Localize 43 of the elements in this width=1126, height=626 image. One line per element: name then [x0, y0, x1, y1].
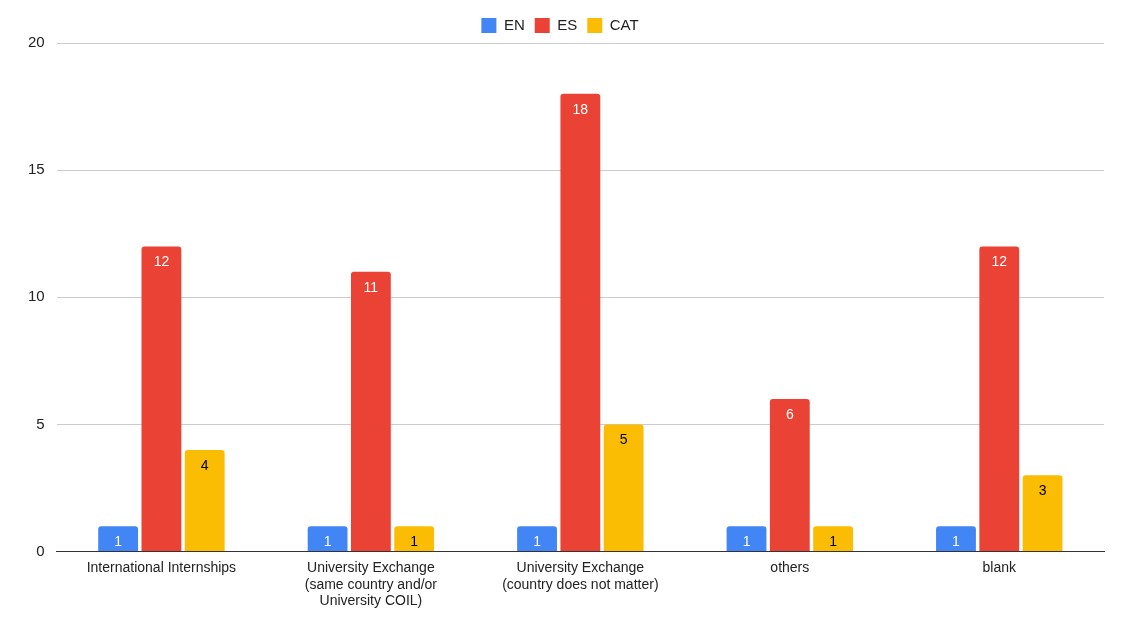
data-label: 6 [785, 405, 794, 422]
x-tick-label: University Exchange (same country and/or University COIL) [304, 558, 438, 609]
bar [307, 526, 348, 552]
bar [350, 271, 391, 552]
data-label: 5 [619, 431, 628, 448]
data-label: 1 [829, 533, 838, 550]
bar [1022, 475, 1063, 552]
y-tick-label: 0 [36, 541, 45, 559]
y-tick-label: 20 [28, 33, 45, 51]
bar [603, 424, 644, 552]
bar [936, 526, 976, 552]
y-tick-label: 10 [28, 287, 45, 305]
data-label: 1 [533, 533, 542, 550]
data-label: 4 [200, 456, 209, 473]
data-label: 3 [1038, 482, 1047, 499]
bar [979, 246, 1020, 552]
bar [560, 93, 601, 552]
data-label: 1 [323, 533, 332, 550]
data-label: 1 [952, 533, 961, 550]
legend-label: CAT [609, 15, 639, 33]
bar [394, 526, 435, 552]
bar [184, 449, 225, 552]
legend-label: EN [503, 15, 525, 33]
x-tick-label: International Internships [86, 558, 237, 575]
data-label: 1 [114, 533, 123, 550]
data-label: 11 [363, 278, 379, 295]
x-tick-label: University Exchange (country does not matter) [502, 558, 659, 592]
y-tick-label: 5 [36, 414, 45, 432]
bar [769, 399, 810, 552]
data-label: 18 [572, 100, 589, 117]
data-label: 12 [991, 253, 1008, 270]
bar [98, 526, 139, 552]
y-tick-label: 15 [28, 160, 45, 178]
x-tick-label: blank [982, 558, 1017, 575]
bar [517, 526, 557, 552]
x-tick-label: others [770, 558, 810, 575]
data-label: 1 [410, 533, 419, 550]
bar [141, 246, 182, 552]
legend-label: ES [557, 15, 578, 33]
bar [813, 526, 854, 552]
data-label: 1 [742, 533, 751, 550]
bar [726, 526, 767, 552]
data-label: 12 [153, 253, 170, 270]
